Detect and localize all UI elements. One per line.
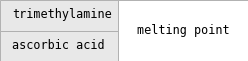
Bar xyxy=(0,0,118,30)
Bar xyxy=(0,30,118,61)
Text: ascorbic acid: ascorbic acid xyxy=(12,39,105,52)
Text: trimethylamine: trimethylamine xyxy=(12,8,112,21)
Text: melting point: melting point xyxy=(137,24,229,37)
Bar xyxy=(118,0,248,61)
